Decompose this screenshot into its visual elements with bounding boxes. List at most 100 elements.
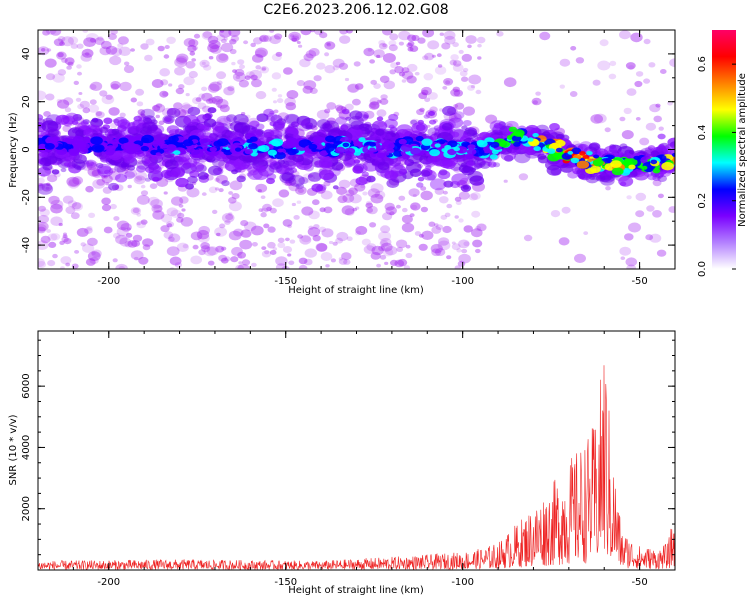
noise-blob xyxy=(653,115,662,123)
noise-blob xyxy=(221,212,235,223)
noise-blob xyxy=(176,53,189,63)
ridge-spot xyxy=(335,146,346,154)
band-blob xyxy=(278,163,293,174)
noise-blob xyxy=(376,54,381,59)
noise-blob xyxy=(45,186,50,190)
band-blob xyxy=(427,154,441,164)
noise-blob xyxy=(320,190,333,200)
band-blob xyxy=(349,110,363,120)
noise-blob xyxy=(85,185,94,193)
band-blob xyxy=(330,129,339,136)
noise-blob xyxy=(503,179,508,183)
noise-blob xyxy=(135,88,145,96)
noise-blob xyxy=(382,30,393,36)
band-blob xyxy=(307,172,322,182)
noise-blob xyxy=(133,256,139,261)
noise-blob xyxy=(485,114,498,124)
band-blob xyxy=(62,115,76,125)
noise-blob xyxy=(218,254,228,262)
noise-blob xyxy=(559,84,565,89)
ridge-spot xyxy=(532,133,539,138)
noise-blob xyxy=(216,232,221,237)
noise-blob xyxy=(183,38,196,47)
noise-blob xyxy=(221,42,234,53)
band-blob xyxy=(572,167,581,175)
colorbar-ticks: 0.0 0.2 0.4 0.6 xyxy=(697,56,736,277)
noise-blob xyxy=(463,241,470,247)
noise-blob xyxy=(86,163,93,169)
band-blob xyxy=(178,153,190,162)
band-blob xyxy=(417,176,425,182)
noise-blob xyxy=(89,256,99,265)
ridge-spot xyxy=(308,143,318,150)
noise-blob xyxy=(421,230,434,240)
noise-blob xyxy=(176,216,184,223)
noise-blob xyxy=(453,104,459,108)
band-blob xyxy=(95,125,103,131)
ridge-spot xyxy=(324,144,335,152)
ridge-spot xyxy=(477,146,484,151)
band-blob xyxy=(41,157,49,164)
noise-blob xyxy=(338,257,343,261)
noise-blob xyxy=(80,52,93,62)
noise-blob xyxy=(443,78,454,86)
noise-blob xyxy=(389,211,395,216)
ridge-spot xyxy=(555,147,563,153)
noise-blob xyxy=(277,237,285,243)
noise-blob xyxy=(207,260,215,266)
noise-blob xyxy=(604,127,611,133)
noise-blob xyxy=(625,257,638,267)
colorbar: 0.0 0.2 0.4 0.6 Normalized spectral amplitu… xyxy=(697,30,748,277)
band-blob xyxy=(525,124,539,135)
band-blob xyxy=(366,175,376,183)
noise-blob xyxy=(261,207,268,213)
noise-blob xyxy=(238,79,249,88)
band-blob xyxy=(549,123,560,131)
noise-blob xyxy=(436,53,442,58)
ridge-spot xyxy=(402,154,410,160)
noise-blob xyxy=(70,212,80,220)
ridge-spot xyxy=(489,154,498,160)
noise-blob xyxy=(62,234,68,239)
band-blob xyxy=(411,122,428,134)
noise-blob xyxy=(366,207,373,213)
noise-blob xyxy=(461,76,469,82)
noise-blob xyxy=(407,41,415,47)
noise-blob xyxy=(320,252,333,261)
noise-blob xyxy=(216,71,227,80)
band-blob xyxy=(215,126,227,135)
snr-x-ticks: -200 -150 -100 -50 xyxy=(37,331,676,588)
noise-blob xyxy=(449,59,457,66)
ridge-spot xyxy=(369,147,376,152)
noise-blob xyxy=(82,107,91,114)
noise-blob xyxy=(621,130,634,140)
noise-blob xyxy=(130,250,144,261)
noise-blob xyxy=(118,46,131,56)
noise-blob xyxy=(261,67,267,72)
ridge-spot xyxy=(369,142,376,147)
noise-blob xyxy=(390,62,399,69)
noise-blob xyxy=(228,230,242,241)
noise-blob xyxy=(444,212,451,218)
noise-blob xyxy=(338,62,349,70)
noise-blob xyxy=(451,241,456,245)
noise-blob xyxy=(88,104,100,113)
noise-blob xyxy=(251,262,257,267)
noise-blob xyxy=(48,241,57,248)
band-blob xyxy=(183,114,199,126)
noise-blob xyxy=(71,263,79,269)
noise-blob xyxy=(50,233,61,241)
y-tick-label: -40 xyxy=(21,237,32,253)
noise-blob xyxy=(283,67,293,75)
noise-blob xyxy=(81,48,94,58)
band-blob xyxy=(142,157,156,168)
noise-blob xyxy=(90,161,99,167)
noise-blob xyxy=(124,241,133,248)
noise-blob xyxy=(384,202,395,211)
noise-blob xyxy=(228,30,241,37)
noise-blob xyxy=(431,54,436,58)
noise-blob xyxy=(61,57,68,63)
noise-blob xyxy=(178,109,190,118)
noise-blob xyxy=(190,255,202,265)
